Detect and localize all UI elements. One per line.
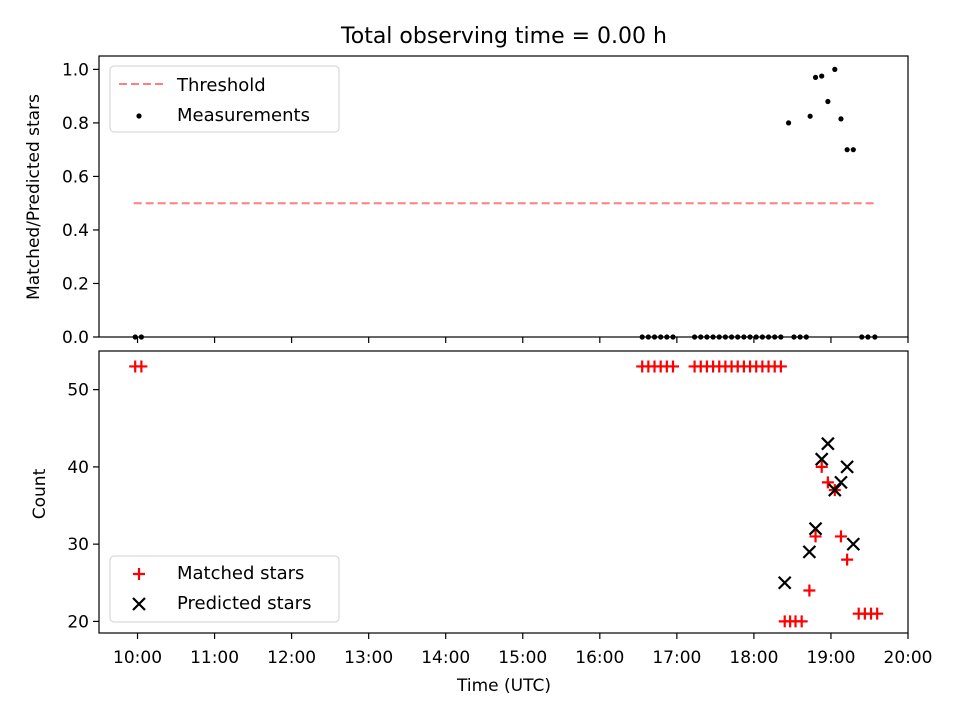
bottom-legend-box bbox=[109, 555, 340, 623]
top-legend-box bbox=[109, 65, 340, 133]
predicted-star-point bbox=[802, 545, 817, 559]
top-legend: Threshold Measurements bbox=[109, 65, 340, 133]
bottom-y-ticks: 20 30 40 50 bbox=[67, 381, 99, 632]
measurement-point bbox=[807, 113, 813, 119]
chart-title: Total observing time = 0.00 h bbox=[340, 24, 667, 49]
bottom-x-axis-label: Time (UTC) bbox=[456, 676, 551, 696]
bottom-y-axis-label: Count bbox=[30, 468, 50, 519]
top-y-axis-label-group: Matched/Predicted stars bbox=[24, 94, 44, 300]
measurement-point bbox=[844, 147, 850, 153]
matched-star-point bbox=[834, 530, 847, 543]
measurement-point bbox=[832, 66, 838, 72]
matched-stars-series bbox=[129, 360, 884, 628]
predicted-star-point bbox=[814, 452, 829, 466]
bottom-x-ticks: 10:00 11:00 12:00 13:00 14:00 15:00 16:00 17:00… bbox=[113, 633, 933, 668]
bottom-x-tick-label: 11:00 bbox=[190, 648, 239, 668]
bottom-plot-frame bbox=[98, 350, 909, 634]
predicted-star-point bbox=[821, 436, 835, 451]
top-x-ticks bbox=[136, 337, 909, 343]
bottom-x-tick-label: 10:00 bbox=[113, 648, 162, 668]
legend-matched-label: Matched stars bbox=[177, 563, 304, 584]
bottom-legend: Matched stars Predicted stars bbox=[109, 555, 340, 623]
legend-measurements-label: Measurements bbox=[177, 105, 310, 126]
bottom-y-tick-label: 20 bbox=[67, 612, 89, 632]
measurement-point bbox=[850, 147, 856, 153]
predicted-star-point bbox=[828, 483, 842, 497]
measurement-point bbox=[819, 73, 825, 79]
top-y-tick-label: 0.4 bbox=[62, 221, 89, 241]
legend-predicted-swatch bbox=[132, 597, 146, 611]
predicted-star-point bbox=[834, 475, 848, 490]
top-y-tick-label: 0.8 bbox=[62, 114, 89, 134]
legend-matched-swatch bbox=[133, 568, 145, 580]
bottom-y-axis-label-group: Count bbox=[30, 468, 50, 519]
top-y-tick-label: 0.2 bbox=[62, 274, 89, 294]
bottom-y-tick-label: 40 bbox=[67, 458, 89, 478]
legend-threshold-label: Threshold bbox=[176, 75, 266, 96]
matched-star-point bbox=[135, 360, 148, 373]
measurement-point bbox=[825, 98, 831, 105]
matched-star-point bbox=[815, 460, 828, 473]
predicted-star-point bbox=[846, 537, 861, 551]
top-y-tick-label: 0.6 bbox=[62, 167, 89, 187]
bottom-x-tick-label: 15:00 bbox=[498, 648, 547, 668]
bottom-x-tick-label: 14:00 bbox=[421, 648, 470, 668]
bottom-x-tick-label: 20:00 bbox=[884, 648, 933, 668]
matched-star-point bbox=[795, 615, 808, 628]
predicted-star-point bbox=[840, 460, 854, 474]
measurement-point bbox=[785, 120, 792, 126]
bottom-y-tick-label: 30 bbox=[67, 535, 89, 555]
matched-star-point bbox=[803, 584, 816, 597]
top-y-ticks: 0.0 0.2 0.4 0.6 0.8 1.0 bbox=[62, 60, 99, 348]
matched-star-point bbox=[774, 360, 787, 373]
bottom-x-tick-label: 12:00 bbox=[267, 648, 316, 668]
measurement-point bbox=[838, 116, 844, 122]
bottom-x-tick-label: 18:00 bbox=[729, 648, 778, 668]
measurement-point bbox=[812, 74, 819, 81]
predicted-star-point bbox=[777, 576, 792, 590]
top-plot-frame bbox=[98, 55, 909, 338]
top-y-tick-label: 0.0 bbox=[62, 328, 89, 348]
bottom-x-tick-label: 17:00 bbox=[652, 648, 701, 668]
matched-star-point bbox=[667, 360, 680, 373]
predicted-star-point bbox=[808, 521, 823, 536]
matched-star-point bbox=[871, 607, 884, 620]
matched-star-point bbox=[841, 553, 854, 566]
top-y-tick-label: 1.0 bbox=[62, 60, 89, 80]
bottom-x-tick-label: 13:00 bbox=[344, 648, 393, 668]
legend-measurements-swatch bbox=[136, 113, 142, 119]
measurements-series bbox=[132, 66, 878, 340]
matched-star-point bbox=[821, 476, 834, 489]
legend-predicted-label: Predicted stars bbox=[177, 593, 311, 614]
top-y-axis-label: Matched/Predicted stars bbox=[24, 94, 44, 300]
bottom-y-tick-label: 50 bbox=[67, 381, 89, 401]
bottom-x-tick-label: 19:00 bbox=[806, 648, 855, 668]
bottom-x-tick-label: 16:00 bbox=[575, 648, 624, 668]
predicted-stars-series bbox=[777, 436, 861, 590]
matched-star-point bbox=[809, 530, 822, 543]
